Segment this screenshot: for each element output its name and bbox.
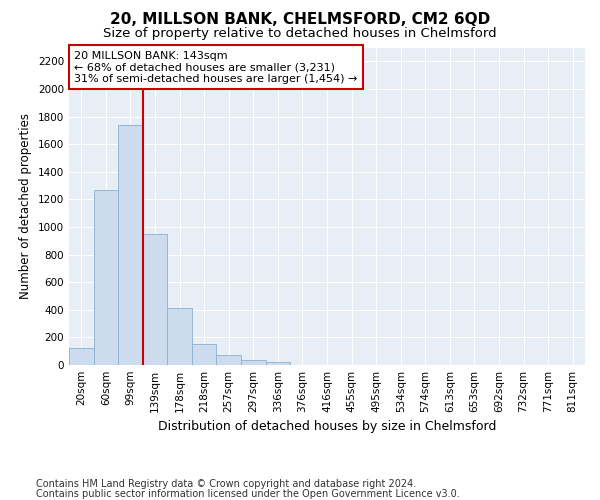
Bar — [69, 348, 94, 365]
Bar — [167, 308, 192, 365]
Y-axis label: Number of detached properties: Number of detached properties — [19, 114, 32, 299]
Bar — [94, 190, 118, 365]
Bar — [192, 344, 217, 365]
Text: Contains public sector information licensed under the Open Government Licence v3: Contains public sector information licen… — [36, 489, 460, 499]
Text: Contains HM Land Registry data © Crown copyright and database right 2024.: Contains HM Land Registry data © Crown c… — [36, 479, 416, 489]
Bar — [217, 354, 241, 365]
X-axis label: Distribution of detached houses by size in Chelmsford: Distribution of detached houses by size … — [158, 420, 496, 434]
Bar — [266, 362, 290, 365]
Bar — [118, 125, 143, 365]
Text: 20 MILLSON BANK: 143sqm
← 68% of detached houses are smaller (3,231)
31% of semi: 20 MILLSON BANK: 143sqm ← 68% of detache… — [74, 50, 358, 84]
Bar — [143, 234, 167, 365]
Text: 20, MILLSON BANK, CHELMSFORD, CM2 6QD: 20, MILLSON BANK, CHELMSFORD, CM2 6QD — [110, 12, 490, 28]
Bar — [241, 360, 266, 365]
Text: Size of property relative to detached houses in Chelmsford: Size of property relative to detached ho… — [103, 28, 497, 40]
